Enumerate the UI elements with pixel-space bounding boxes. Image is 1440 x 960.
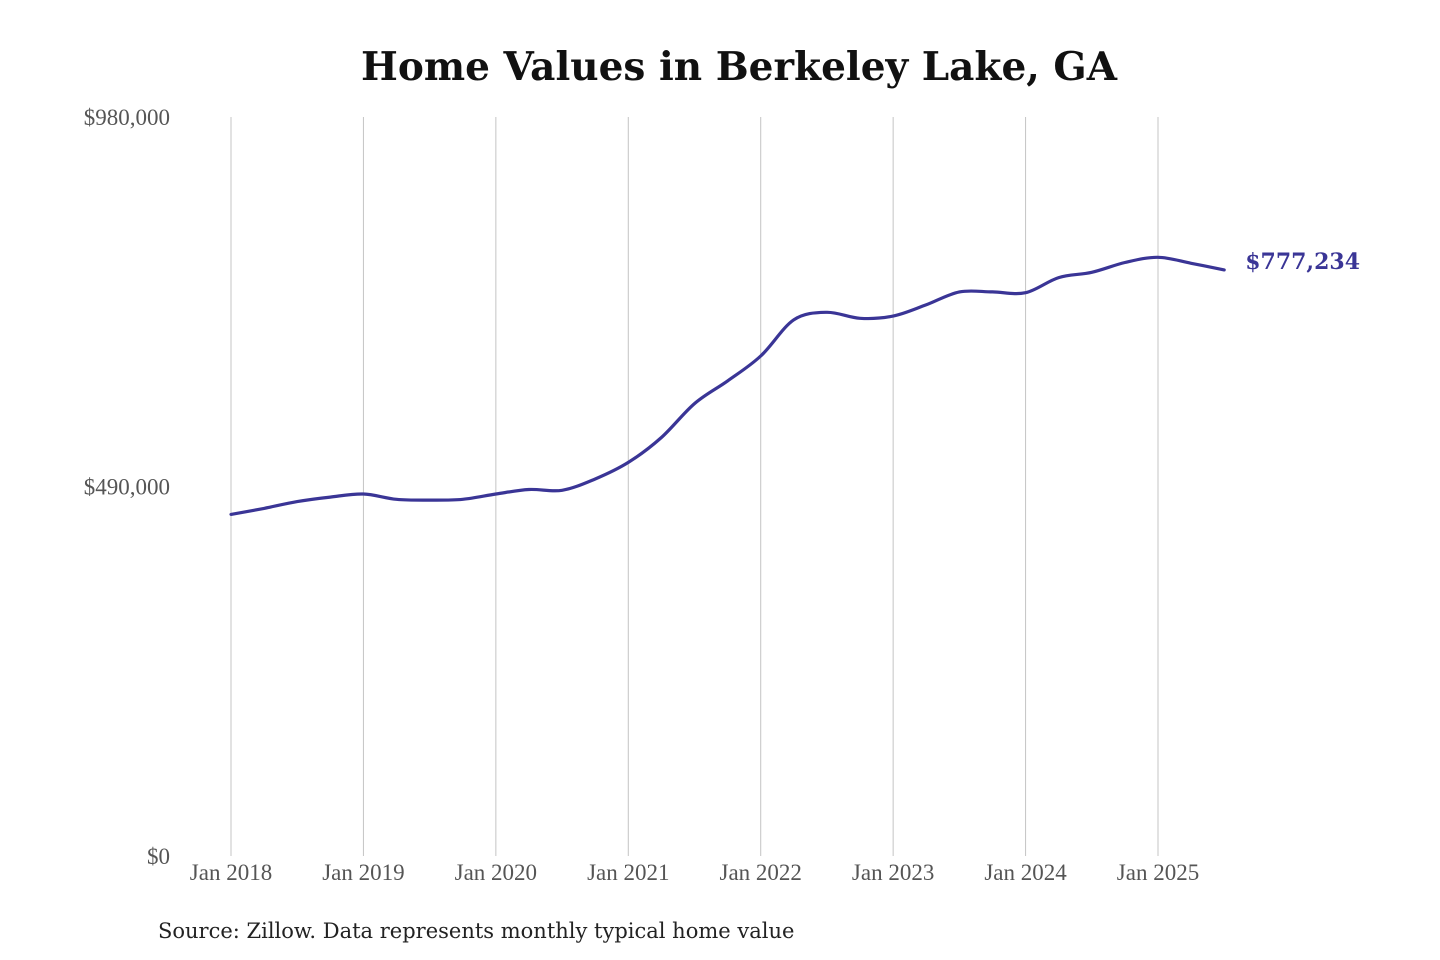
x-tick-label: Jan 2018 [190, 860, 272, 885]
y-tick-label: $980,000 [84, 105, 170, 130]
x-tick-label: Jan 2019 [322, 860, 404, 885]
y-axis-ticks: $0 $490,000 $980,000 [84, 105, 170, 869]
chart-title: Home Values in Berkeley Lake, GA [361, 44, 1118, 90]
x-tick-label: Jan 2024 [984, 860, 1067, 885]
x-tick-label: Jan 2025 [1117, 860, 1199, 885]
x-tick-label: Jan 2020 [455, 860, 537, 885]
series-layer [229, 255, 1226, 516]
x-tick-label: Jan 2023 [852, 860, 934, 885]
y-tick-label: $490,000 [84, 475, 170, 500]
x-axis-ticks: Jan 2018 Jan 2019 Jan 2020 Jan 2021 Jan 2022… [190, 860, 1199, 885]
source-note: Source: Zillow. Data represents monthly … [158, 919, 794, 943]
x-tick-label: Jan 2022 [720, 860, 802, 885]
end-value-label: $777,234 [1245, 249, 1360, 275]
gridlines [230, 117, 1159, 856]
y-tick-label: $0 [147, 844, 170, 869]
x-tick-label: Jan 2021 [587, 860, 669, 885]
home-value-line [229, 255, 1226, 516]
